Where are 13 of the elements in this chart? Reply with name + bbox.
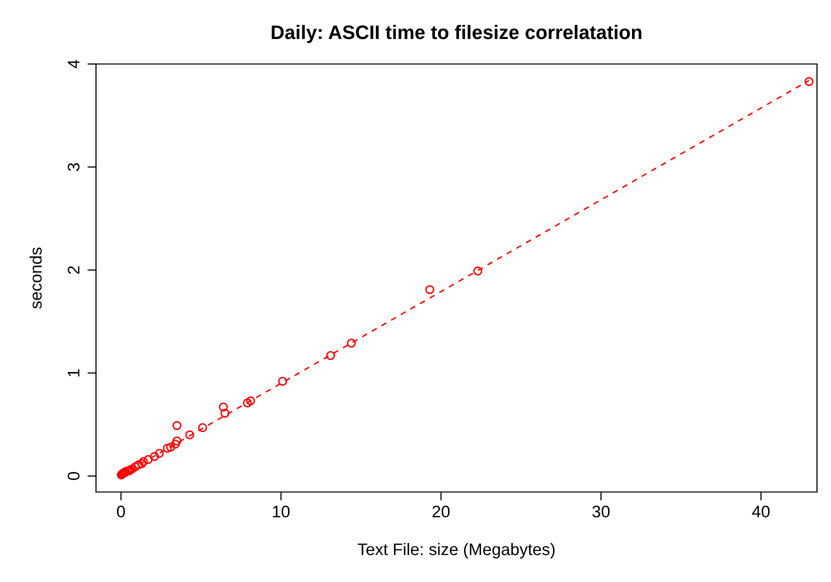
y-tick-label: 0 [68,472,80,480]
x-tick-label: 20 [432,506,450,518]
x-tick-label: 30 [592,506,610,518]
y-tick-label: 1 [68,369,80,376]
y-axis-title: seconds [30,248,42,309]
y-tick-label: 2 [68,266,80,274]
y-tick-label: 4 [68,60,80,68]
x-axis-title: Text File: size (Megabytes) [358,542,555,558]
x-tick-label: 0 [116,506,125,518]
x-tick-label: 10 [272,506,290,518]
y-tick-label: 3 [68,163,80,172]
chart-title: Daily: ASCII time to filesize correlatation [272,24,642,44]
x-tick-label: 40 [752,506,770,518]
